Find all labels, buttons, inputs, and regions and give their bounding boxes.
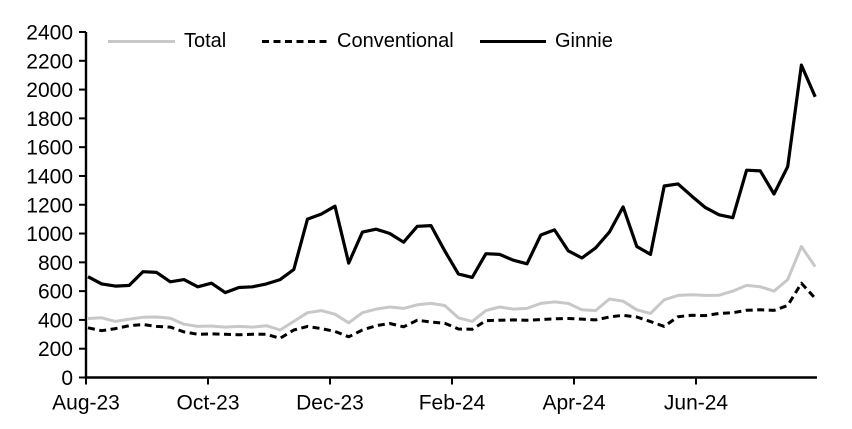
legend-item-ginnie: Ginnie — [480, 26, 613, 56]
x-tick-label: Apr-24 — [542, 392, 605, 415]
x-tick-label: Dec-23 — [296, 392, 364, 415]
y-tick-label: 1400 — [26, 165, 73, 188]
y-tick-label: 2200 — [26, 50, 73, 73]
conventional-line-sample-icon — [262, 39, 328, 43]
y-tick-label: 1800 — [26, 108, 73, 131]
x-tick-label: Oct-23 — [176, 392, 239, 415]
y-tick-label: 400 — [38, 309, 73, 332]
ginnie-line — [87, 63, 817, 295]
legend: Total Conventional Ginnie — [0, 26, 852, 56]
legend-label-conventional: Conventional — [337, 29, 454, 52]
y-tick-label: 1600 — [26, 137, 73, 160]
y-tick-label: 1200 — [26, 194, 73, 217]
y-tick-label: 2400 — [26, 22, 73, 45]
x-tick-label: Feb-24 — [419, 392, 486, 415]
y-tick-label: 200 — [38, 338, 73, 361]
x-tick-label: Jun-24 — [664, 392, 729, 415]
total-line — [87, 245, 817, 332]
ginnie-line-sample-icon — [480, 39, 546, 43]
y-tick-label: 0 — [61, 367, 73, 390]
legend-item-total: Total — [108, 26, 226, 56]
x-tick-label: Aug-23 — [52, 392, 120, 415]
y-tick-label: 1000 — [26, 223, 73, 246]
legend-item-conventional: Conventional — [262, 26, 454, 56]
y-tick-label: 2000 — [26, 79, 73, 102]
legend-label-ginnie: Ginnie — [555, 29, 613, 52]
total-line-sample-icon — [108, 39, 175, 43]
y-tick-label: 600 — [38, 281, 73, 304]
conventional-line — [87, 281, 817, 340]
legend-label-total: Total — [184, 29, 227, 52]
y-tick-label: 800 — [38, 252, 73, 275]
